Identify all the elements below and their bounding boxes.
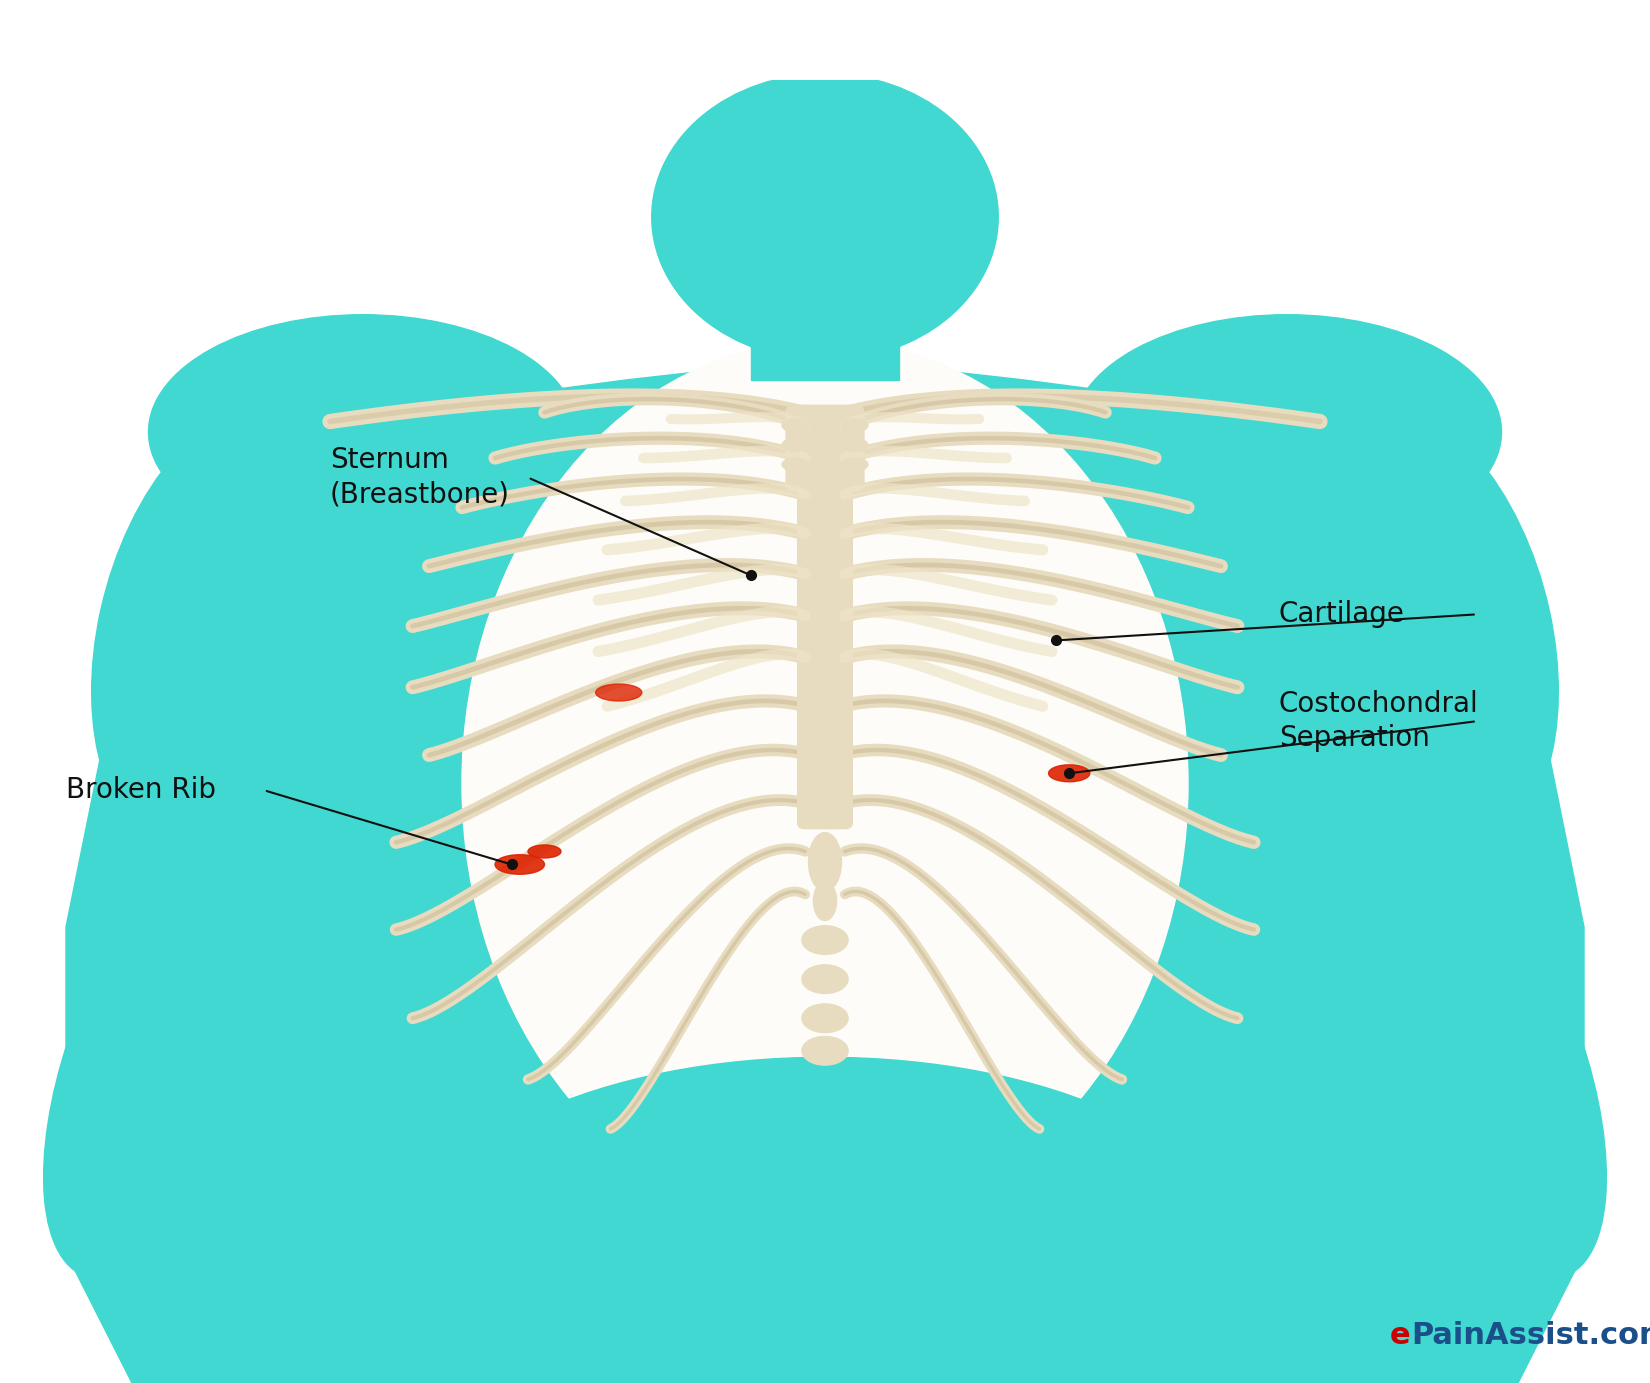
- Text: Costochondral
Separation: Costochondral Separation: [1279, 690, 1478, 752]
- Ellipse shape: [412, 1058, 1238, 1383]
- Ellipse shape: [813, 881, 837, 921]
- Ellipse shape: [800, 415, 850, 436]
- Ellipse shape: [800, 578, 850, 599]
- Ellipse shape: [652, 73, 998, 361]
- Text: Chest Wall Pain: Chest Wall Pain: [594, 14, 1056, 66]
- Text: Broken Rib: Broken Rib: [66, 776, 216, 805]
- Ellipse shape: [800, 448, 850, 469]
- Ellipse shape: [528, 845, 561, 857]
- Polygon shape: [751, 289, 899, 380]
- Text: e: e: [1389, 1321, 1411, 1350]
- Polygon shape: [66, 340, 578, 1383]
- Polygon shape: [1172, 419, 1402, 640]
- Ellipse shape: [800, 513, 850, 534]
- Ellipse shape: [800, 610, 850, 631]
- Text: Sternum
(Breastbone): Sternum (Breastbone): [330, 447, 510, 509]
- Ellipse shape: [782, 438, 808, 451]
- Ellipse shape: [148, 315, 578, 549]
- Ellipse shape: [800, 480, 850, 501]
- Ellipse shape: [782, 419, 808, 431]
- Ellipse shape: [1049, 765, 1089, 781]
- Ellipse shape: [842, 419, 868, 431]
- Ellipse shape: [842, 458, 868, 472]
- Ellipse shape: [800, 643, 850, 664]
- Ellipse shape: [842, 438, 868, 451]
- Ellipse shape: [92, 402, 370, 853]
- Polygon shape: [248, 419, 478, 640]
- Ellipse shape: [802, 1036, 848, 1065]
- Ellipse shape: [802, 925, 848, 954]
- FancyBboxPatch shape: [785, 405, 865, 492]
- Ellipse shape: [802, 1004, 848, 1033]
- Ellipse shape: [1280, 402, 1558, 853]
- Ellipse shape: [800, 545, 850, 566]
- Ellipse shape: [462, 340, 1188, 1227]
- Polygon shape: [248, 366, 1402, 1383]
- Ellipse shape: [782, 458, 808, 472]
- Text: Cartilage: Cartilage: [1279, 600, 1404, 628]
- Ellipse shape: [808, 833, 842, 891]
- Ellipse shape: [1363, 837, 1607, 1278]
- Ellipse shape: [495, 855, 544, 874]
- Ellipse shape: [802, 965, 848, 993]
- Text: PainAssist.com: PainAssist.com: [1411, 1321, 1650, 1350]
- FancyBboxPatch shape: [797, 472, 853, 830]
- Ellipse shape: [596, 685, 642, 701]
- Polygon shape: [1072, 340, 1584, 1383]
- Ellipse shape: [1072, 315, 1502, 549]
- Ellipse shape: [43, 837, 287, 1278]
